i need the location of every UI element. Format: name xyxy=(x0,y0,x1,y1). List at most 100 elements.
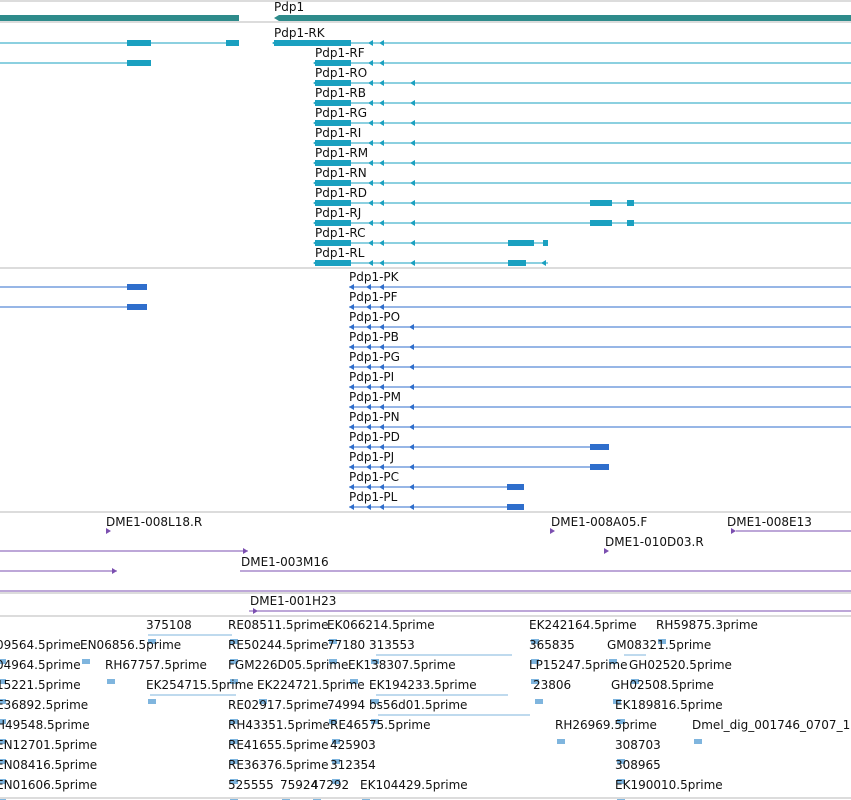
rna-transcript-row[interactable]: Pdp1-RO xyxy=(313,66,851,86)
rna-transcript-row[interactable]: Pdp1-RD xyxy=(313,186,851,206)
protein-row[interactable]: Pdp1-PJ xyxy=(349,450,609,470)
protein-row[interactable]: Pdp1-PK xyxy=(0,270,851,290)
est-feature[interactable]: RE36376.5prime xyxy=(228,758,329,784)
rna-transcript-row[interactable]: Pdp1-RG xyxy=(313,106,851,126)
protein-row[interactable]: Pdp1-PM xyxy=(349,390,851,410)
rna-transcript-row[interactable]: Pdp1-RI xyxy=(313,126,851,146)
est-feature[interactable]: 23806 xyxy=(533,678,571,704)
rna-transcript-track[interactable]: Pdp1-RK Pdp1-RF Pdp1-RO Pdp1-RB Pdp1-RG Pdp1-… xyxy=(0,26,851,266)
est-feature[interactable]: GH02508.5prime xyxy=(611,678,714,704)
est-feature[interactable]: 312354 xyxy=(330,758,376,784)
est-feature[interactable]: 308703 xyxy=(615,738,661,764)
est-glyph xyxy=(0,679,6,684)
strand-arrow-icon xyxy=(409,324,414,330)
bac-clone-feature[interactable]: DME1-008E13 xyxy=(727,515,851,534)
est-feature[interactable]: 15221.5prime xyxy=(0,678,81,704)
bac-clone-feature[interactable]: DME1-003M16 xyxy=(0,548,329,569)
est-feature[interactable]: 77180 xyxy=(327,638,365,664)
strand-arrow-icon xyxy=(379,384,384,390)
est-feature[interactable]: EN08416.5prime xyxy=(0,758,97,784)
rna-transcript-row[interactable]: Pdp1-RK xyxy=(0,26,851,46)
protein-row[interactable]: Pdp1-PF xyxy=(0,290,851,310)
protein-row[interactable]: Pdp1-PC xyxy=(349,470,524,490)
est-feature[interactable]: H49548.5prime xyxy=(0,718,90,744)
est-feature[interactable]: 525555 xyxy=(228,778,274,800)
rna-transcript-row[interactable]: Pdp1-RC xyxy=(313,226,548,246)
est-glyph xyxy=(332,739,340,744)
est-feature[interactable]: 425903 xyxy=(330,738,376,764)
est-feature[interactable]: FGM226D05.5prime xyxy=(228,658,348,684)
est-feature[interactable]: EK189816.5prime xyxy=(615,698,723,724)
protein-row[interactable]: Pdp1-PG xyxy=(349,350,851,370)
protein-row[interactable]: Pdp1-PL xyxy=(349,490,524,510)
est-feature[interactable]: RE41655.5prime xyxy=(228,738,329,764)
est-feature[interactable]: bs56d01.5prime xyxy=(369,698,467,724)
rna-transcript-row[interactable]: Pdp1-RL xyxy=(313,246,548,266)
rna-transcript-row[interactable]: Pdp1-RJ xyxy=(313,206,851,226)
gene-track[interactable]: Pdp1 xyxy=(0,0,851,21)
protein-track[interactable]: Pdp1-PK Pdp1-PF Pdp1-PO Pdp1-PB Pdp1-PG Pdp1-… xyxy=(0,270,851,510)
est-feature[interactable]: RH67757.5prime xyxy=(105,658,207,684)
bac-clone-feature[interactable]: DME1-008A05.F xyxy=(550,515,647,534)
bac-clone-feature[interactable]: DME1-001H23 xyxy=(249,594,851,614)
est-feature[interactable]: 09564.5prime xyxy=(0,638,81,664)
bac-clone-feature[interactable]: DME1-008L18.R xyxy=(106,515,202,534)
protein-row[interactable]: Pdp1-PN xyxy=(349,410,851,430)
est-feature[interactable]: EK138307.5prime xyxy=(348,658,456,684)
rna-transcript-row[interactable]: Pdp1-RM xyxy=(313,146,851,166)
est-feature[interactable]: EK242164.5prime xyxy=(529,618,637,644)
est-glyph xyxy=(0,779,6,784)
protein-row[interactable]: Pdp1-PI xyxy=(349,370,851,390)
est-glyph xyxy=(371,719,379,724)
protein-row[interactable]: Pdp1-PB xyxy=(349,330,851,350)
est-feature[interactable]: 313553 xyxy=(369,638,415,664)
est-feature[interactable]: EK066214.5prime xyxy=(327,618,435,644)
est-feature[interactable]: RH59875.3prime xyxy=(656,618,758,644)
rna-transcript-row[interactable]: Pdp1-RN xyxy=(313,166,851,186)
gene-exon-left xyxy=(0,15,239,21)
est-glyph xyxy=(0,739,6,744)
est-feature[interactable]: RH26969.5prime xyxy=(555,718,657,744)
est-feature[interactable]: EN06856.5prime xyxy=(80,638,181,664)
est-feature[interactable]: 74994 xyxy=(327,698,365,724)
est-feature[interactable]: RH43351.5prime xyxy=(228,718,330,744)
est-glyph xyxy=(0,699,6,704)
est-feature[interactable]: 04964.5prime xyxy=(0,658,81,684)
bac-clone-feature[interactable]: DME1-010D03.R xyxy=(604,535,704,554)
est-feature[interactable]: EK194233.5prime xyxy=(369,678,477,704)
est-feature[interactable]: 308965 xyxy=(615,758,661,784)
rna-transcript-row[interactable]: Pdp1-RF xyxy=(0,46,851,66)
est-feature[interactable]: EN12701.5prime xyxy=(0,738,97,764)
est-feature[interactable]: 47292 xyxy=(311,778,349,800)
strand-arrow-icon xyxy=(368,120,373,126)
est-feature[interactable]: Dmel_dig_001746_0707_1 xyxy=(692,718,850,744)
est-feature[interactable]: 375108 xyxy=(146,618,192,644)
est-feature[interactable]: EK190010.5prime xyxy=(615,778,723,800)
bac-clone-feature[interactable] xyxy=(0,568,851,592)
est-feature[interactable]: RE50244.5prime xyxy=(228,638,329,664)
est-feature[interactable]: RE02917.5prime xyxy=(228,698,329,724)
est-feature[interactable]: EK224721.5prime xyxy=(257,678,365,704)
est-feature[interactable]: GM08321.5prime xyxy=(607,638,711,664)
est-feature[interactable]: 365835 xyxy=(529,638,575,664)
est-feature[interactable]: LP15247.5prime xyxy=(529,658,628,684)
strand-arrow-icon xyxy=(349,284,354,290)
est-feature[interactable]: EK104429.5prime xyxy=(360,778,468,800)
est-glyph xyxy=(0,659,6,664)
bac-clone-track[interactable]: DME1-008L18.R DME1-008A05.F DME1-008E13 DME… xyxy=(0,515,851,614)
est-feature[interactable]: EK254715.5prime xyxy=(146,678,254,704)
est-feature[interactable]: E36892.5prime xyxy=(0,698,88,724)
protein-row[interactable]: Pdp1-PO xyxy=(349,310,851,330)
est-feature[interactable]: EN01606.5prime xyxy=(0,778,97,800)
est-feature[interactable]: GH02520.5prime xyxy=(629,658,732,684)
est-feature[interactable]: RE46575.5prime xyxy=(330,718,431,744)
gene-body-Pdp1[interactable] xyxy=(274,15,851,21)
protein-row[interactable]: Pdp1-PD xyxy=(349,430,609,450)
exon-box xyxy=(507,504,524,510)
rna-transcript-row[interactable]: Pdp1-RB xyxy=(313,86,851,106)
strand-arrow-icon xyxy=(410,200,415,206)
est-feature[interactable]: RE08511.5prime xyxy=(228,618,329,644)
